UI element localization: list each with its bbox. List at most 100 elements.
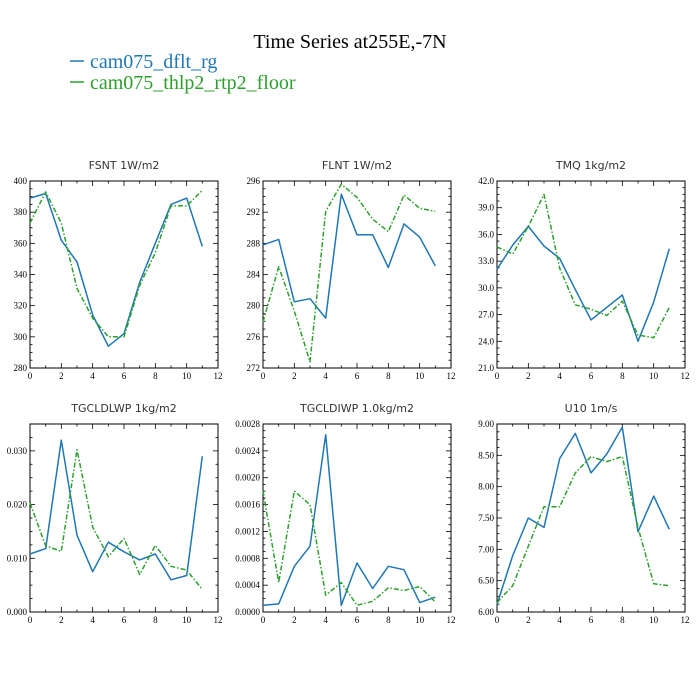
chart-panel-5: U10 1m/s 0 2 4 6 8 10 12 6.00 6.50 7.00 7.50 8.00 8.5… (478, 402, 689, 625)
legend-label-thlp2: cam075_thlp2_rtp2_floor (90, 72, 296, 94)
chart-panel-1: FLNT 1W/m2 0 2 4 6 8 10 12 272 276 280 284 288 292 296 (247, 159, 456, 381)
series-line-dflt (262, 433, 436, 607)
x-tick-label: 12 (447, 371, 456, 381)
x-tick-label: 6 (589, 371, 594, 381)
y-tick-label: 6.00 (478, 607, 494, 617)
x-tick-label: 6 (355, 615, 360, 625)
x-tick-label: 2 (526, 371, 531, 381)
x-tick-label: 4 (323, 371, 328, 381)
x-tick-label: 0 (495, 615, 500, 625)
x-tick-label: 12 (681, 615, 690, 625)
y-tick-label: 276 (247, 332, 261, 342)
plot-frame (262, 180, 452, 369)
series-line-thlp2 (496, 455, 670, 604)
chart-panel-2: TMQ 1kg/m2 0 2 4 6 8 10 12 21.0 24.0 27.0 30.0 33.0 3… (478, 159, 689, 381)
x-tick-label: 10 (649, 371, 659, 381)
y-tick-label: 36.0 (478, 229, 494, 239)
y-tick-label: 0.0020 (235, 473, 260, 483)
y-tick-label: 0.0028 (235, 419, 260, 429)
y-tick-label: 6.50 (478, 576, 494, 586)
y-tick-label: 0.020 (7, 500, 28, 510)
y-tick-label: 0.000 (7, 607, 28, 617)
y-tick-label: 400 (14, 176, 28, 186)
y-tick-label: 7.00 (478, 544, 494, 554)
y-tick-label: 296 (247, 176, 261, 186)
plot-frame (29, 423, 219, 613)
y-tick-label: 0.0008 (235, 553, 260, 563)
x-tick-label: 0 (28, 615, 33, 625)
series-line-dflt (29, 439, 204, 581)
x-tick-label: 8 (153, 371, 158, 381)
x-tick-label: 2 (292, 615, 297, 625)
x-tick-label: 8 (153, 615, 158, 625)
figure-title: Time Series at255E,-7N (253, 31, 446, 53)
y-tick-label: 0.0016 (235, 500, 260, 510)
y-tick-label: 24.0 (478, 336, 494, 346)
x-tick-label: 10 (649, 615, 659, 625)
x-tick-label: 2 (59, 371, 64, 381)
x-tick-label: 8 (620, 615, 625, 625)
x-tick-label: 6 (122, 615, 127, 625)
y-tick-label: 42.0 (478, 176, 494, 186)
plot-frame (496, 180, 686, 369)
y-tick-label: 340 (14, 270, 28, 280)
y-tick-label: 0.0024 (235, 446, 260, 456)
x-tick-label: 0 (261, 615, 266, 625)
x-tick-label: 2 (526, 615, 531, 625)
y-tick-label: 39.0 (478, 203, 494, 213)
y-tick-label: 8.50 (478, 450, 494, 460)
panel-title: U10 1m/s (565, 402, 618, 415)
y-tick-label: 0.0000 (235, 607, 260, 617)
y-tick-label: 272 (247, 363, 261, 373)
x-tick-label: 10 (182, 371, 192, 381)
x-tick-label: 6 (355, 371, 360, 381)
chart-panel-4: TGCLDIWP 1.0kg/m2 0 2 4 6 8 10 12 0.0000 0.0004 0.… (235, 402, 455, 625)
y-tick-label: 7.50 (478, 513, 494, 523)
y-tick-label: 360 (14, 238, 28, 248)
y-tick-label: 27.0 (478, 310, 494, 320)
y-tick-label: 320 (14, 301, 28, 311)
x-tick-label: 10 (415, 615, 425, 625)
panel-title: FSNT 1W/m2 (89, 159, 160, 172)
y-tick-label: 0.0012 (235, 526, 260, 536)
panel-title: TMQ 1kg/m2 (555, 159, 626, 172)
legend-label-dflt: cam075_dflt_rg (90, 51, 217, 73)
panel-title: FLNT 1W/m2 (322, 159, 392, 172)
y-tick-label: 280 (14, 363, 28, 373)
x-tick-label: 4 (557, 615, 562, 625)
x-tick-label: 12 (214, 371, 223, 381)
y-tick-label: 9.00 (478, 419, 494, 429)
y-tick-label: 33.0 (478, 256, 494, 266)
panels: FSNT 1W/m20 2 4 6 8 10 12280300320340360380400… (7, 159, 690, 625)
y-tick-label: 0.010 (7, 553, 28, 563)
series-line-thlp2 (496, 193, 670, 339)
x-tick-label: 8 (386, 615, 391, 625)
x-tick-label: 4 (90, 371, 95, 381)
x-tick-label: 0 (261, 371, 266, 381)
series-line-dflt (262, 193, 436, 319)
y-tick-label: 288 (247, 238, 261, 248)
x-tick-label: 12 (447, 615, 456, 625)
x-tick-label: 10 (182, 615, 192, 625)
y-tick-label: 0.030 (7, 446, 28, 456)
x-tick-label: 2 (292, 371, 297, 381)
y-tick-label: 284 (247, 270, 261, 280)
x-tick-label: 4 (323, 615, 328, 625)
x-tick-label: 6 (122, 371, 127, 381)
x-tick-label: 8 (386, 371, 391, 381)
x-tick-label: 8 (620, 371, 625, 381)
x-tick-label: 2 (59, 615, 64, 625)
x-tick-label: 4 (90, 615, 95, 625)
x-tick-label: 12 (681, 371, 690, 381)
y-tick-label: 0.0004 (235, 580, 260, 590)
y-tick-label: 300 (14, 332, 28, 342)
series-line-dflt (496, 225, 671, 343)
series-line-thlp2 (262, 490, 436, 607)
series-line-thlp2 (262, 183, 436, 363)
panel-title: TGCLDIWP 1.0kg/m2 (299, 402, 414, 415)
x-tick-label: 12 (214, 615, 223, 625)
x-tick-label: 6 (589, 615, 594, 625)
y-tick-label: 21.0 (478, 363, 494, 373)
y-tick-label: 380 (14, 207, 28, 217)
x-tick-label: 0 (28, 371, 33, 381)
